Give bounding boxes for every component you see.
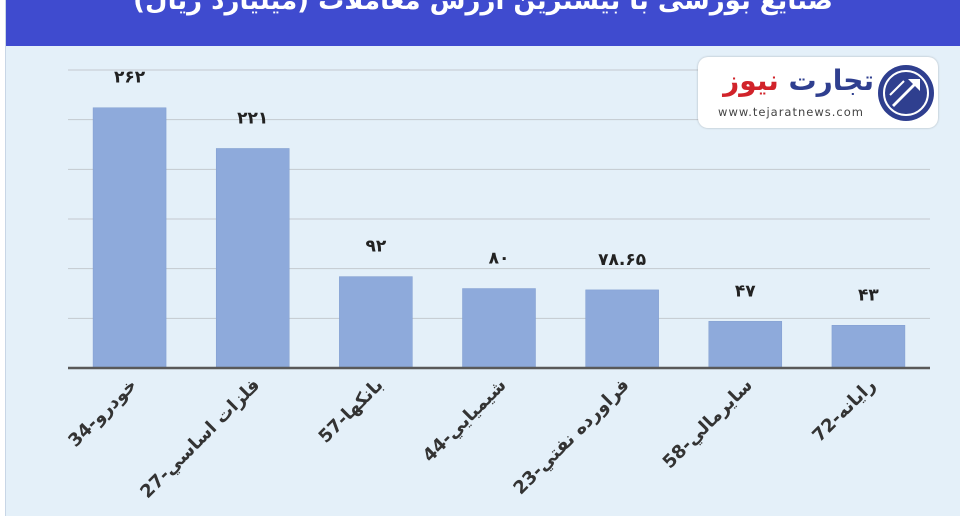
category-label: 34-خودرو <box>64 375 141 452</box>
category-label: 23-فراورده نفتي <box>509 375 633 499</box>
category-label: 27-فلزات اساسي <box>136 375 264 503</box>
data-label: ۸۰ <box>489 249 510 269</box>
logo-name-part1: تجارت <box>788 64 874 97</box>
data-label: ۷۸.۶۵ <box>598 250 646 270</box>
bar <box>339 276 413 369</box>
bar <box>215 148 290 369</box>
plot-area: ۲۶۲ 34-خودرو ۲۲۱ 27-فلزات اساسي ۹۲ 57-بانكها ۸… <box>6 46 960 516</box>
logo-emblem-icon <box>878 65 934 121</box>
left-border <box>0 0 6 516</box>
logo-wordmark: تجارت نیوز <box>708 61 874 101</box>
logo-name-part2: نیوز <box>723 64 779 97</box>
category-label: 57-بانكها <box>315 375 388 448</box>
category-label: 58-سايرمالي <box>659 375 757 473</box>
tejaratnews-logo: تجارت نیوز www.tejaratnews.com <box>698 57 938 128</box>
chart-title: صنایع بورسی با بیشترین ارزش معاملات (میل… <box>133 0 833 16</box>
bar <box>92 107 167 369</box>
category-label: 44-شيميايي <box>419 375 511 467</box>
chart-header: صنایع بورسی با بیشترین ارزش معاملات (میل… <box>6 0 960 46</box>
bar <box>462 288 536 369</box>
bar <box>585 289 659 369</box>
bar <box>831 325 906 369</box>
category-label: 72-رايانه <box>808 375 880 447</box>
data-label: ۲۶۲ <box>114 68 146 88</box>
data-label: ۹۲ <box>365 237 386 257</box>
bar <box>708 321 783 369</box>
right-border <box>959 0 966 516</box>
data-label: ۲۲۱ <box>237 108 268 128</box>
data-label: ۴۷ <box>735 281 756 301</box>
data-label: ۴۳ <box>858 285 879 305</box>
logo-url: www.tejaratnews.com <box>718 105 864 119</box>
